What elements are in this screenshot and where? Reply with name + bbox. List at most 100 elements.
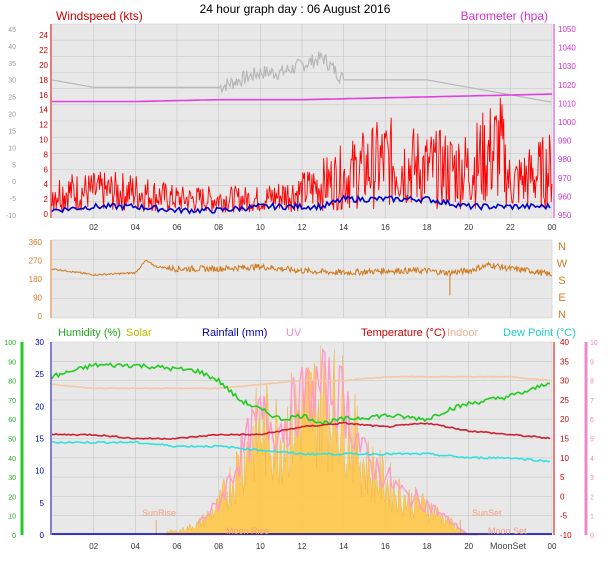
page-title: 24 hour graph day : 06 August 2016 [200,2,391,16]
legend-dewpoint: Dew Point (°C) [503,327,576,339]
humidity-ytick-label: 80 [8,379,16,386]
temp-xtick-label: 12 [298,542,307,551]
wind-ytick-label: 0 [44,210,49,219]
rain-ytick-label: 0 [40,531,45,540]
wind-ytick-label: 22 [39,46,48,55]
temp-xtick-label: 10 [256,542,265,551]
humidity-ytick-label: 100 [4,340,16,347]
sunrise-label: SunRise [142,508,176,518]
gust-ytick-label: 10 [8,145,16,152]
uv-ytick-label: 7 [590,398,594,405]
legend-uv: UV [286,327,302,339]
dir-compass-label: E [558,292,565,304]
temp-ytick-label: 30 [560,377,569,386]
barometer-ytick-label: 950 [558,211,572,220]
gust-ytick-label: 5 [12,162,16,169]
rain-ytick-label: 25 [35,370,44,379]
gust-ytick-label: 0 [12,179,16,186]
uv-ytick-label: 1 [590,514,594,521]
indoor-line [51,375,550,390]
uv-ytick-label: 4 [590,456,594,463]
wind-ytick-label: 16 [39,91,48,100]
barometer-ytick-label: 960 [558,192,572,201]
barometer-label: Barometer (hpa) [461,9,548,23]
wind-ytick-label: 2 [44,195,49,204]
temp-ytick-label: 0 [560,492,565,501]
gust-ytick-label: -10 [6,213,16,220]
barometer-ytick-label: 1030 [558,62,576,71]
uv-ytick-label: 8 [590,379,594,386]
gust-ytick-label: 30 [8,78,16,85]
gust-ytick-label: 40 [8,44,16,51]
humidity-ytick-label: 20 [8,494,16,501]
dir-compass-label: N [558,241,566,253]
temp-xtick-label: 08 [214,542,223,551]
uv-ytick-label: 6 [590,417,594,424]
uv-ytick-label: 3 [590,475,594,482]
humidity-ytick-label: 40 [8,456,16,463]
legend-indoor: Indoor [447,327,479,339]
wind-ytick-label: 10 [39,136,48,145]
barometer-ytick-label: 1040 [558,44,576,53]
barometer-ytick-label: 970 [558,174,572,183]
temp-xtick-label: 20 [464,542,473,551]
gust-ytick-label: 35 [8,61,16,68]
wind-ytick-label: 20 [39,61,48,70]
dewpoint-line [51,440,550,463]
legend-humidity: Humidity (%) [58,327,121,339]
uv-ytick-label: 10 [590,340,598,347]
dir-compass-label: S [558,275,565,287]
wind-xtick-label: 00 [548,223,557,232]
legend-rainfall: Rainfall (mm) [202,327,267,339]
wind-ytick-label: 18 [39,76,48,85]
temp-xtick-label: 06 [173,542,182,551]
solar-area [166,345,480,536]
uv-ytick-label: 2 [590,494,594,501]
barometer-ytick-label: 1010 [558,99,576,108]
wind-ytick-label: 6 [44,165,49,174]
temp-ytick-label: -10 [560,531,572,540]
wind-ytick-label: 4 [44,180,49,189]
wind-xtick-label: 02 [89,223,98,232]
rain-ytick-label: 30 [35,338,44,347]
humidity-ytick-label: 30 [8,475,16,482]
gust-ytick-label: 20 [8,112,16,119]
wind-xtick-label: 20 [464,223,473,232]
wind-ytick-label: 12 [39,121,48,130]
humidity-ytick-label: 50 [8,437,16,444]
wind-xtick-label: 18 [423,223,432,232]
uv-ytick-label: 0 [590,533,594,540]
gust-ytick-label: 45 [8,27,16,34]
wind-xtick-label: 10 [256,223,265,232]
humidity-ytick-label: 70 [8,398,16,405]
dir-ytick-label: 270 [29,257,43,266]
rain-ytick-label: 10 [35,467,44,476]
uv-line [197,347,467,534]
wind-ytick-label: 8 [44,150,49,159]
humidity-ytick-label: 60 [8,417,16,424]
barometer-ytick-label: 1000 [558,118,576,127]
dir-ytick-label: 90 [33,294,42,303]
moonrise-label: Moon Rise [226,526,269,536]
wind-xtick-label: 16 [381,223,390,232]
temp-ytick-label: 40 [560,338,569,347]
legend-solar: Solar [126,327,152,339]
moonset-axis-label: MoonSet [490,541,527,551]
temp-xtick-label: 14 [339,542,348,551]
rain-ytick-label: 20 [35,402,44,411]
temp-xtick-label: 04 [131,542,140,551]
wind-xtick-label: 22 [506,223,515,232]
dir-compass-label: W [557,258,568,270]
temperature-line [51,421,551,441]
temp-xtick-label: 00 [548,542,557,551]
barometer-ytick-label: 1050 [558,25,576,34]
barometer-ytick-label: 980 [558,155,572,164]
moonset-label: Moon Set [488,526,527,536]
gray-gust-line [51,51,552,103]
humidity-ytick-label: 10 [8,514,16,521]
temp-xtick-label: 02 [89,542,98,551]
dir-ytick-label: 0 [38,312,43,321]
temp-ytick-label: 20 [560,415,569,424]
